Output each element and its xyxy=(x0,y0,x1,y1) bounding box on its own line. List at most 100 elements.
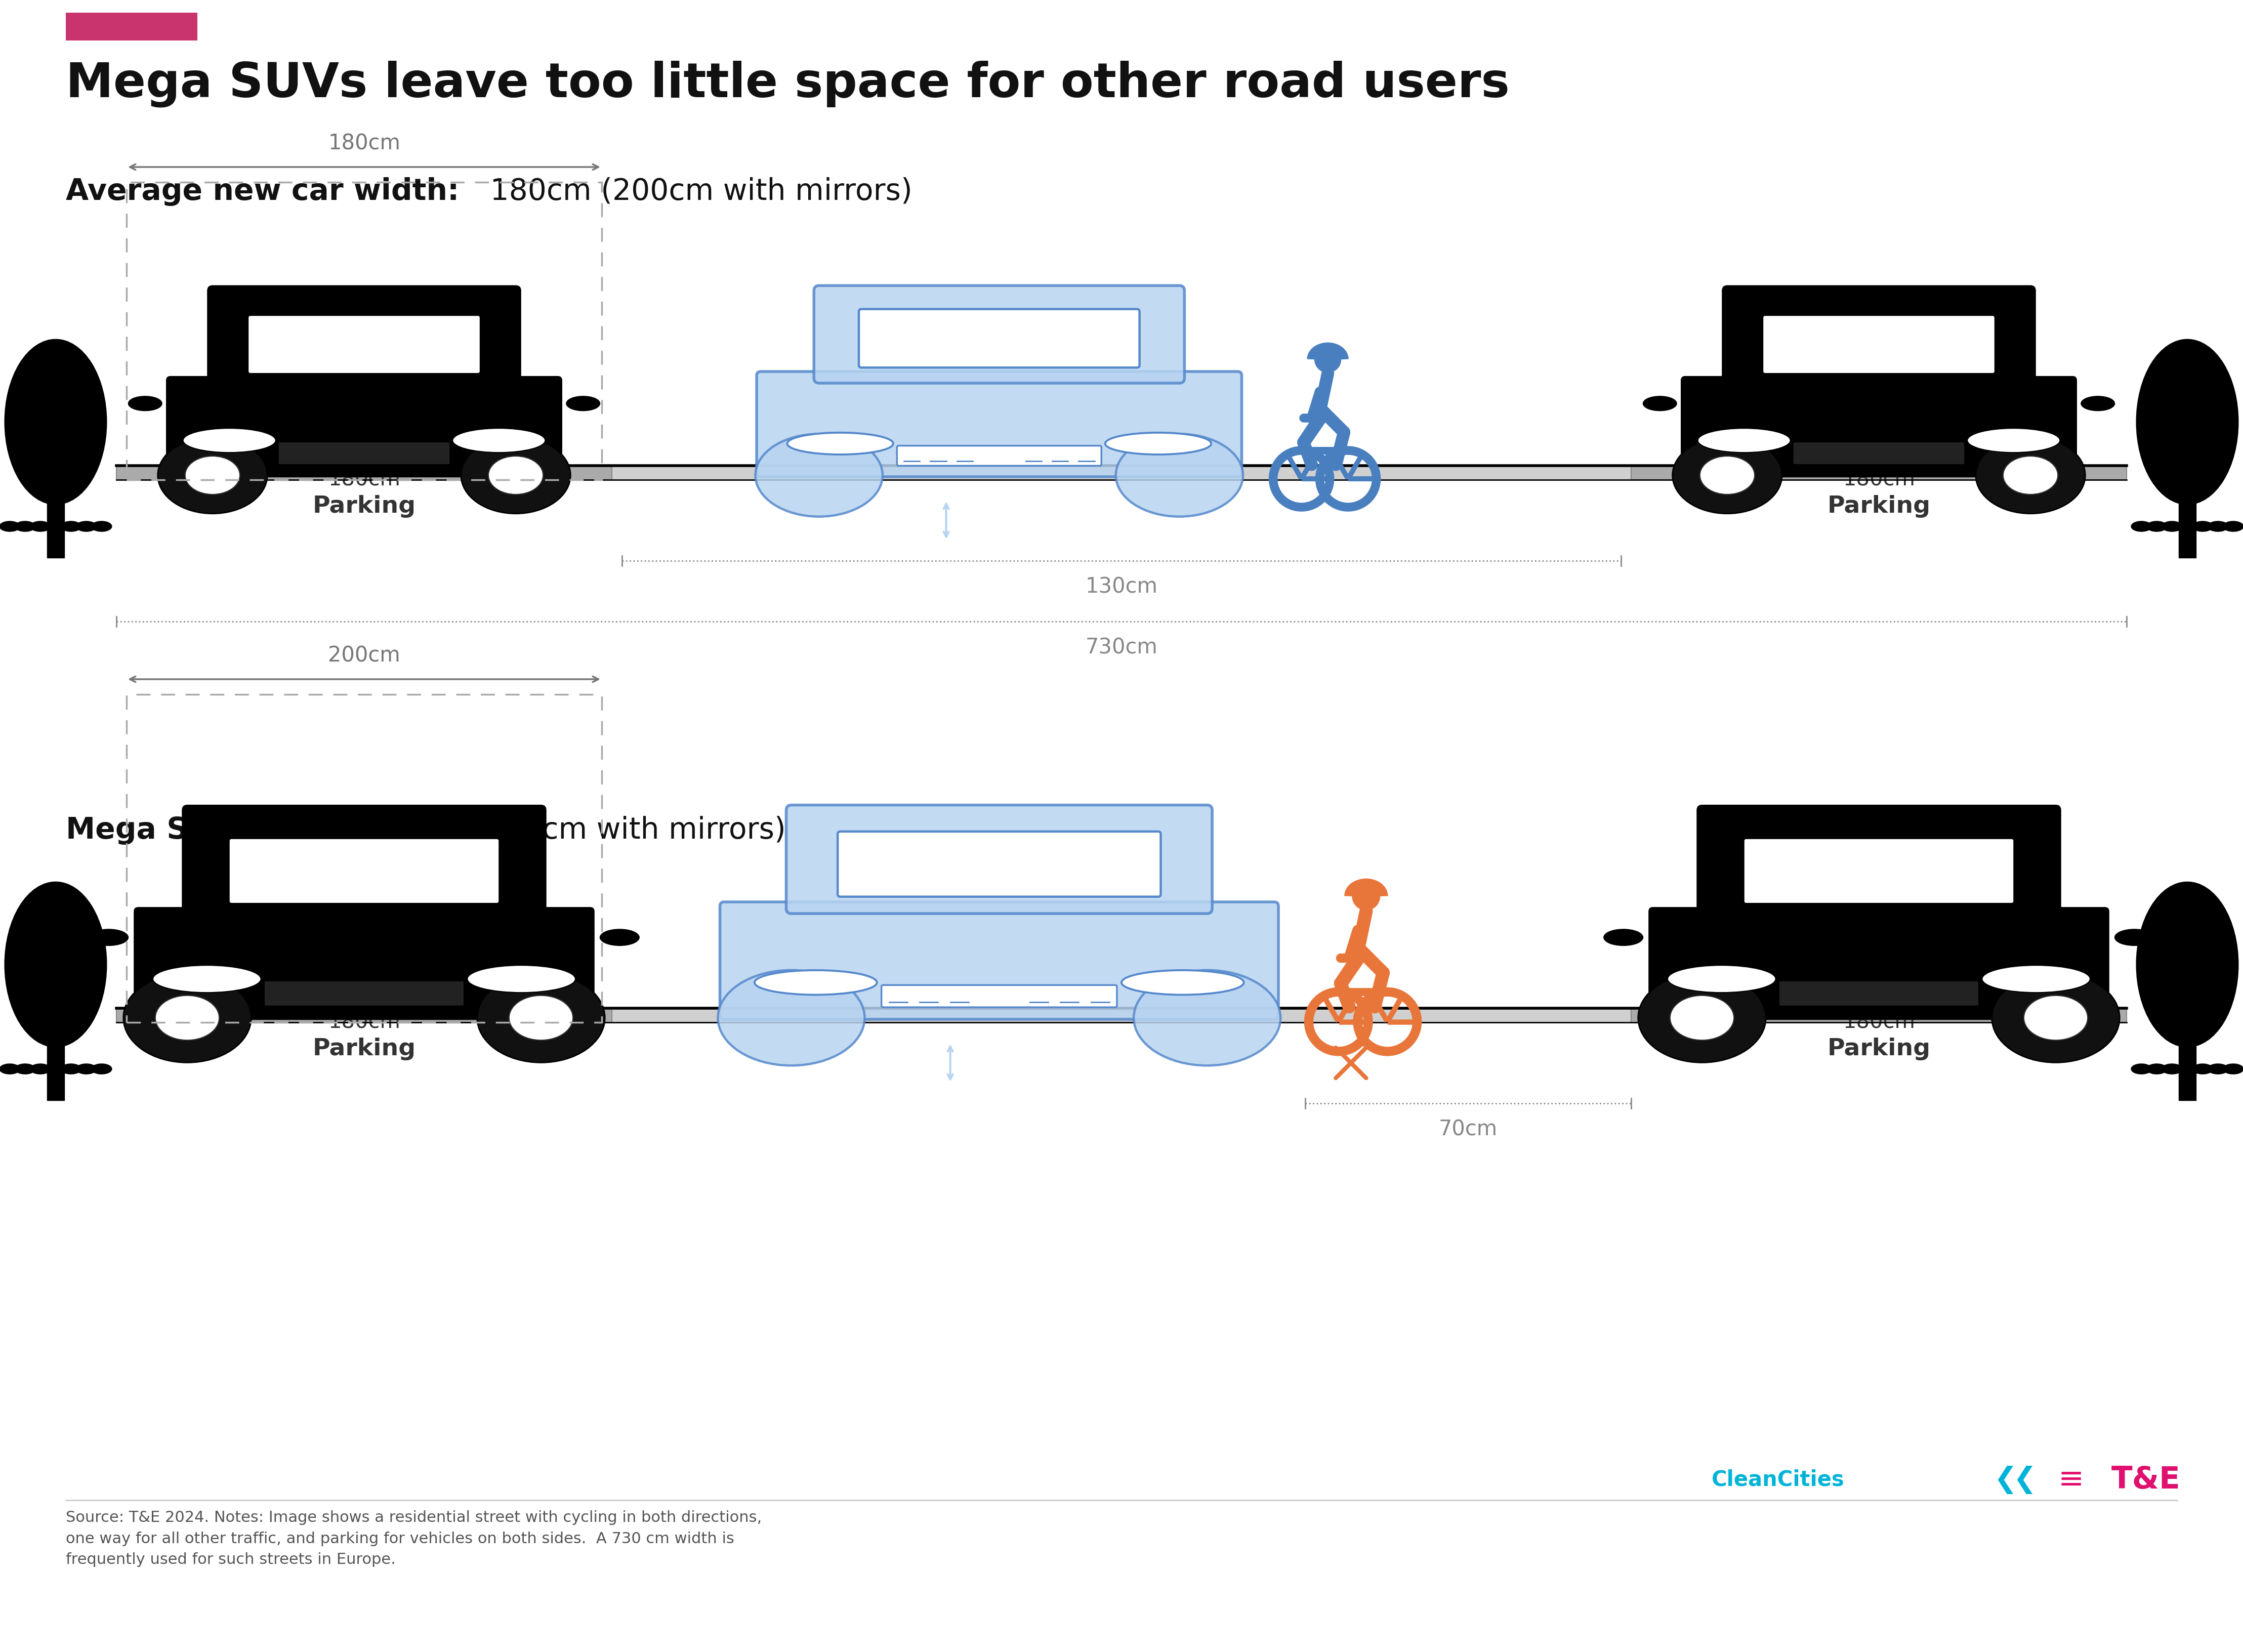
Text: 70cm: 70cm xyxy=(1438,1118,1498,1140)
Text: CleanCities: CleanCities xyxy=(1711,1469,1844,1490)
Ellipse shape xyxy=(1637,973,1765,1062)
Ellipse shape xyxy=(2191,1064,2214,1074)
Ellipse shape xyxy=(2147,1064,2167,1074)
Ellipse shape xyxy=(45,522,65,532)
FancyBboxPatch shape xyxy=(249,316,480,373)
Ellipse shape xyxy=(153,965,260,993)
FancyBboxPatch shape xyxy=(166,377,563,477)
FancyBboxPatch shape xyxy=(897,446,1101,466)
Ellipse shape xyxy=(76,1064,96,1074)
Text: 180cm: 180cm xyxy=(327,1011,399,1032)
Ellipse shape xyxy=(462,436,570,514)
Text: 180cm: 180cm xyxy=(327,134,399,154)
Ellipse shape xyxy=(2162,1064,2182,1074)
Ellipse shape xyxy=(718,970,864,1066)
FancyBboxPatch shape xyxy=(1792,443,1965,464)
FancyBboxPatch shape xyxy=(814,286,1184,383)
Ellipse shape xyxy=(756,434,881,517)
Ellipse shape xyxy=(489,456,543,494)
Ellipse shape xyxy=(4,339,108,504)
Ellipse shape xyxy=(61,1064,81,1074)
FancyBboxPatch shape xyxy=(1698,805,2061,919)
Ellipse shape xyxy=(90,928,128,945)
FancyBboxPatch shape xyxy=(229,839,500,904)
Bar xyxy=(47,491,65,558)
Bar xyxy=(1631,1008,2126,1023)
FancyBboxPatch shape xyxy=(135,907,594,1019)
Ellipse shape xyxy=(92,1064,112,1074)
FancyBboxPatch shape xyxy=(1649,907,2108,1019)
Ellipse shape xyxy=(1667,965,1776,993)
Ellipse shape xyxy=(2135,882,2239,1047)
FancyBboxPatch shape xyxy=(278,443,451,464)
Ellipse shape xyxy=(1992,973,2120,1062)
Bar xyxy=(117,1008,612,1023)
Text: Mega SUV width:: Mega SUV width: xyxy=(65,816,350,844)
Bar xyxy=(47,1032,65,1100)
Ellipse shape xyxy=(4,882,108,1047)
Ellipse shape xyxy=(128,396,161,411)
Ellipse shape xyxy=(1133,970,1281,1066)
FancyBboxPatch shape xyxy=(206,286,520,388)
Ellipse shape xyxy=(453,428,545,453)
FancyBboxPatch shape xyxy=(756,372,1243,477)
Text: 180cm (200cm with mirrors): 180cm (200cm with mirrors) xyxy=(480,177,913,206)
Ellipse shape xyxy=(467,965,576,993)
Ellipse shape xyxy=(1983,965,2090,993)
Text: Parking: Parking xyxy=(312,1037,415,1061)
Bar xyxy=(65,13,197,41)
FancyBboxPatch shape xyxy=(265,981,464,1006)
Text: 180cm: 180cm xyxy=(327,469,399,491)
Ellipse shape xyxy=(29,1064,52,1074)
Ellipse shape xyxy=(1122,970,1245,995)
Ellipse shape xyxy=(29,522,52,532)
Ellipse shape xyxy=(2131,1064,2151,1074)
Text: Parking: Parking xyxy=(1828,1037,1931,1061)
Ellipse shape xyxy=(1671,996,1734,1041)
Text: 730cm: 730cm xyxy=(1086,636,1157,657)
Ellipse shape xyxy=(1700,456,1754,494)
Ellipse shape xyxy=(1976,436,2086,514)
Bar xyxy=(117,1008,2126,1023)
Text: Source: T&E 2024. Notes: Image shows a residential street with cycling in both d: Source: T&E 2024. Notes: Image shows a r… xyxy=(65,1510,763,1568)
Ellipse shape xyxy=(599,928,639,945)
Bar xyxy=(2178,1032,2196,1100)
FancyBboxPatch shape xyxy=(859,309,1139,368)
Ellipse shape xyxy=(2191,522,2214,532)
Ellipse shape xyxy=(509,996,572,1041)
Text: 180cm: 180cm xyxy=(1844,1011,1916,1032)
Text: Average new car width:: Average new car width: xyxy=(65,177,460,206)
Ellipse shape xyxy=(787,433,893,454)
Text: 180cm: 180cm xyxy=(1844,469,1916,491)
Ellipse shape xyxy=(157,436,267,514)
Text: 200cm: 200cm xyxy=(327,646,399,666)
Ellipse shape xyxy=(0,1064,20,1074)
Ellipse shape xyxy=(2223,1064,2243,1074)
Ellipse shape xyxy=(1106,433,1211,454)
Ellipse shape xyxy=(2162,522,2182,532)
Text: Parking: Parking xyxy=(1828,496,1931,517)
Bar xyxy=(2178,491,2196,558)
Bar xyxy=(117,466,612,479)
Ellipse shape xyxy=(2178,1064,2198,1074)
Circle shape xyxy=(1353,882,1379,910)
Ellipse shape xyxy=(76,522,96,532)
Ellipse shape xyxy=(16,522,36,532)
Ellipse shape xyxy=(184,428,276,453)
Ellipse shape xyxy=(2115,928,2153,945)
Ellipse shape xyxy=(2178,522,2198,532)
Ellipse shape xyxy=(2131,522,2151,532)
Ellipse shape xyxy=(92,522,112,532)
FancyBboxPatch shape xyxy=(1779,981,1978,1006)
Ellipse shape xyxy=(0,522,20,532)
Ellipse shape xyxy=(1115,434,1243,517)
FancyBboxPatch shape xyxy=(1743,839,2014,904)
FancyBboxPatch shape xyxy=(1723,286,2037,388)
Text: 130cm: 130cm xyxy=(1086,577,1157,598)
Ellipse shape xyxy=(123,973,251,1062)
Text: ❮: ❮ xyxy=(1994,1465,2016,1493)
Ellipse shape xyxy=(2223,522,2243,532)
Bar xyxy=(1631,466,2126,479)
Ellipse shape xyxy=(2135,339,2239,504)
Ellipse shape xyxy=(478,973,606,1062)
